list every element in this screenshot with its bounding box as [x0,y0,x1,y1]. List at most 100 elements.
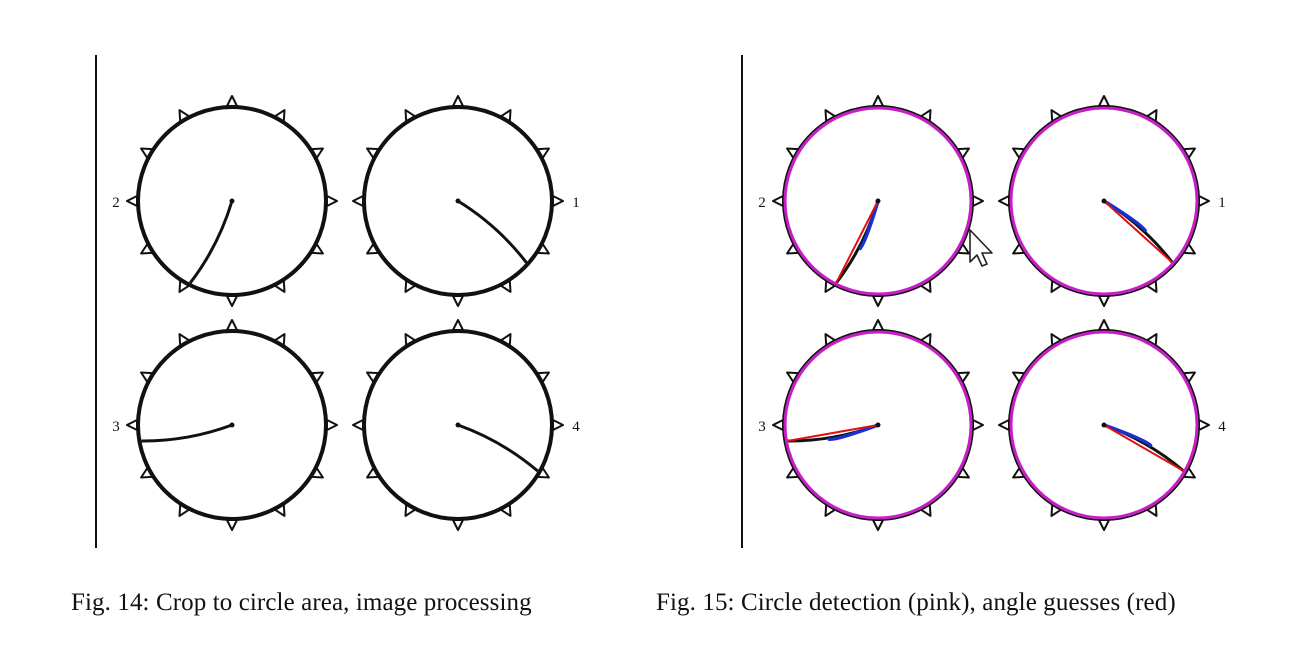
dial-center [1101,198,1107,204]
angle-guess-line [1103,200,1174,264]
dial-needle [141,423,233,443]
dial-tick [552,419,564,431]
dial: 4 [352,319,580,531]
dial-tick [786,467,800,479]
dial-tick [326,419,338,431]
dial-tick [1182,147,1196,159]
dial-tick [1012,147,1026,159]
dial-tick [872,319,884,331]
dial-tick [1098,319,1110,331]
circle-detection [783,330,973,520]
dial-tick [1050,503,1062,517]
dial: 2 [112,95,338,307]
dial-tick [366,371,380,383]
dial-tick [1182,371,1196,383]
dial-tick [178,279,190,293]
dial-label: 4 [1218,419,1226,435]
dial-tick [1098,295,1110,307]
dial-tick [872,295,884,307]
dial-tick [178,503,190,517]
dial-tick [310,147,324,159]
dial-tick [274,279,286,293]
dial-tick [500,333,512,347]
dial-tick [956,147,970,159]
needle-trace [1103,423,1153,448]
dial-tick [452,319,464,331]
dial-tick [536,243,550,255]
dial-tick [226,95,238,107]
dial-needle [189,200,234,284]
dial-tick [872,519,884,531]
dial-tick [500,109,512,123]
needle-trace [827,423,879,442]
dial-tick [140,371,154,383]
dial-tick [178,333,190,347]
dial-tick [452,95,464,107]
dial-tick [536,467,550,479]
angle-guess-line [1103,424,1185,472]
dial-tick [1182,467,1196,479]
dial-tick [404,503,416,517]
figure-15: 2 1 3 4 Fig. 15: Circle detection (pink), a… [646,0,1292,651]
dial-tick [1012,371,1026,383]
circle-detection [1009,106,1199,296]
dial-tick [452,295,464,307]
dial-tick [920,279,932,293]
dial-tick [872,95,884,107]
dial-tick [404,279,416,293]
dial-tick [772,419,784,431]
fig14-dial-image: 2 1 3 4 [95,55,580,548]
dial-tick [972,195,984,207]
dial-tick [352,419,364,431]
dial-center [455,198,461,204]
dial-tick [1098,95,1110,107]
dial-tick [552,195,564,207]
dial-tick [352,195,364,207]
dial-tick [920,333,932,347]
dial-tick [998,419,1010,431]
dial-tick [226,295,238,307]
dial-tick [1012,467,1026,479]
dial-tick [500,503,512,517]
circle-detection [1009,330,1199,520]
dial-tick [920,503,932,517]
circle-detection [783,106,973,296]
dial-tick [310,371,324,383]
dial-tick [772,195,784,207]
dial-center [875,422,881,428]
dial-tick [1198,195,1210,207]
dial-tick [1146,109,1158,123]
dial-tick [310,467,324,479]
dial-tick [404,333,416,347]
dial-label: 3 [758,419,766,435]
dial-center [229,198,235,204]
dial-needle [457,423,539,473]
needle-trace [858,200,880,251]
dial-tick [126,195,138,207]
dial-tick [1146,279,1158,293]
dial-label: 4 [572,419,580,435]
dial: 2 [758,95,984,307]
dial-tick [824,109,836,123]
dial-tick [140,147,154,159]
angle-guess-line [835,200,879,284]
dial-tick [1050,333,1062,347]
dial-tick [226,319,238,331]
dial-tick [1098,519,1110,531]
dial-tick [178,109,190,123]
dial-tick [1198,419,1210,431]
dial-tick [274,503,286,517]
dial-tick [274,333,286,347]
dial-tick [972,419,984,431]
dial-tick [452,519,464,531]
fig15-dial-image: 2 1 3 4 [741,55,1226,548]
dial-tick [126,419,138,431]
dial-tick [366,147,380,159]
dial-tick [1146,503,1158,517]
dial-tick [956,467,970,479]
dial-tick [956,371,970,383]
dial-tick [536,147,550,159]
dial-tick [366,243,380,255]
dial-tick [310,243,324,255]
dial-label: 2 [758,195,766,211]
